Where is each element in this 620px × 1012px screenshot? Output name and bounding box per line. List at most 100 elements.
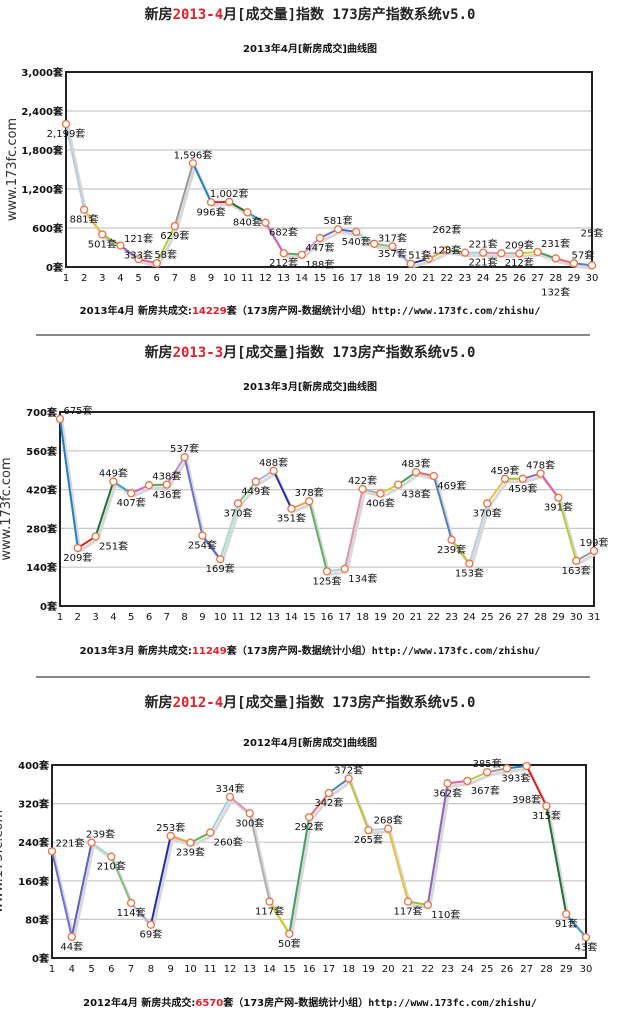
data-label: 334套 — [215, 782, 244, 795]
data-point — [569, 259, 579, 268]
y-tick-label: 240套 — [18, 836, 50, 849]
data-label: 398套 — [512, 793, 541, 806]
data-label: 881套 — [70, 213, 99, 226]
data-point — [406, 259, 415, 268]
y-tick-label: 400套 — [18, 759, 50, 772]
header-period: 2013-3 — [172, 345, 224, 361]
footer-suffix: 套（173房产网-数据统计小组） — [223, 998, 369, 1009]
line-segment-shadow — [238, 483, 259, 508]
x-tick-label: 23 — [459, 273, 472, 284]
data-point — [465, 559, 474, 568]
data-point — [324, 788, 334, 798]
data-label: 210套 — [97, 860, 126, 873]
data-label: 407套 — [117, 496, 146, 509]
x-tick-label: 21 — [422, 273, 435, 284]
data-label: 362套 — [433, 786, 462, 799]
x-tick-label: 2 — [81, 273, 87, 284]
footer-period: 2013年3月 — [79, 646, 135, 657]
plot-frame — [51, 764, 587, 959]
data-point — [502, 764, 512, 773]
x-tick-label: 14 — [285, 612, 298, 623]
line-segment-shadow — [321, 230, 341, 243]
x-tick-label: 25 — [495, 273, 508, 284]
data-label: 117套 — [255, 905, 284, 918]
header-prefix: 新房 — [144, 7, 173, 23]
data-point — [562, 909, 571, 919]
line-segment-shadow — [66, 126, 88, 214]
line-segment-shadow — [167, 459, 188, 489]
data-label: 231套 — [541, 237, 570, 250]
line-segment — [165, 456, 186, 486]
footer-total: 14229 — [191, 306, 227, 317]
x-tick-label: 11 — [204, 964, 217, 975]
data-label: 438套 — [402, 488, 431, 501]
line-segment — [219, 503, 239, 560]
line-segment-shadow — [191, 834, 213, 848]
line-segment — [391, 245, 412, 265]
footer-url[interactable]: http://www.173fc.com/zhishu/ — [368, 998, 537, 1009]
data-label: 51套 — [408, 249, 431, 262]
data-point — [98, 230, 107, 239]
data-point — [370, 239, 379, 248]
x-tick-label: 10 — [184, 964, 197, 975]
x-tick-label: 12 — [249, 612, 262, 623]
data-label: 251套 — [99, 539, 128, 552]
data-point — [107, 852, 116, 861]
data-label: 209套 — [63, 551, 92, 564]
chart-header: 新房2013-3月[成交量]指数 173房产指数系统v5.0 — [0, 342, 620, 362]
data-point — [411, 467, 421, 477]
y-tick-label: 560套 — [26, 445, 58, 458]
x-tick-label: 28 — [534, 612, 547, 623]
y-tick-label: 1,800套 — [21, 144, 64, 157]
x-tick-label: 9 — [208, 273, 214, 284]
x-tick-label: 3 — [92, 612, 98, 623]
chart-header: 新房2013-4月[成交量]指数 173房产指数系统v5.0 — [0, 4, 620, 24]
line-segment-shadow — [302, 239, 323, 259]
x-tick-label: 19 — [362, 964, 375, 975]
line-segment-shadow — [292, 502, 312, 514]
header-period: 2012-4 — [172, 695, 224, 711]
data-point — [424, 254, 433, 263]
footer-url[interactable]: http://www.173fc.com/zhishu/ — [371, 306, 541, 317]
x-tick-label: 4 — [69, 964, 75, 975]
data-label: 459套 — [508, 482, 537, 495]
data-label: 483套 — [401, 457, 430, 470]
chart-title: 2013年3月[新房成交]曲线图 — [243, 382, 377, 393]
footer-period: 2013年4月 — [79, 306, 135, 317]
x-tick-label: 13 — [277, 273, 290, 284]
line-segment — [486, 478, 506, 505]
data-label: 300套 — [235, 816, 264, 829]
x-tick-label: 11 — [232, 612, 245, 623]
data-label: 239套 — [86, 828, 115, 841]
data-label: 540套 — [342, 235, 371, 248]
x-tick-label: 12 — [224, 964, 237, 975]
header-suffix: 月[成交量]指数 173房产指数系统v5.0 — [223, 7, 476, 23]
x-tick-label: 5 — [128, 612, 134, 623]
chart-footer: 2013年4月 新房共成交:14229套（173房产网-数据统计小组）http:… — [0, 302, 620, 317]
data-point — [322, 567, 332, 576]
x-tick-label: 10 — [223, 273, 236, 284]
footer-url[interactable]: http://www.173fc.com/zhishu/ — [371, 646, 541, 657]
data-label: 840套 — [233, 215, 262, 228]
y-tick-label: 700套 — [26, 406, 58, 419]
y-tick-label: 160套 — [18, 875, 50, 888]
y-axis-title: www.173fc.com — [0, 457, 14, 560]
data-label: 447套 — [305, 241, 334, 254]
y-tick-label: 320套 — [18, 798, 50, 811]
data-point — [304, 812, 314, 822]
data-point — [447, 535, 456, 544]
data-label: 58套 — [154, 248, 177, 261]
data-label: 436套 — [152, 488, 181, 501]
data-label: 393套 — [501, 771, 530, 784]
x-tick-label: 15 — [314, 273, 327, 284]
x-tick-label: 13 — [243, 964, 256, 975]
line-segment-shadow — [60, 421, 82, 552]
data-point — [554, 493, 563, 502]
data-point — [515, 249, 524, 258]
x-tick-label: 4 — [110, 612, 116, 623]
x-tick-label: 12 — [259, 273, 272, 284]
line-segment — [545, 805, 568, 915]
data-point — [285, 929, 294, 939]
data-label: 114套 — [117, 906, 146, 919]
x-tick-label: 23 — [441, 964, 454, 975]
